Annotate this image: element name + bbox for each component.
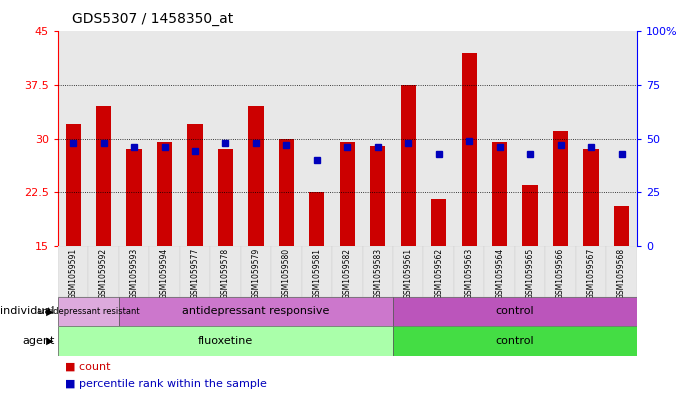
Bar — [127, 149, 142, 246]
Bar — [271, 246, 302, 297]
Text: ▶: ▶ — [43, 307, 54, 316]
Bar — [149, 246, 180, 297]
Bar — [393, 31, 424, 246]
Text: control: control — [496, 336, 534, 346]
Bar — [271, 31, 302, 246]
Bar — [484, 31, 515, 246]
Text: GSM1059567: GSM1059567 — [586, 248, 596, 299]
Bar — [149, 31, 180, 246]
Bar — [309, 192, 324, 246]
Bar — [576, 31, 606, 246]
Bar — [576, 246, 606, 297]
Bar — [58, 31, 89, 246]
Bar — [454, 31, 484, 246]
Text: ▶: ▶ — [43, 336, 54, 346]
Text: GSM1059565: GSM1059565 — [526, 248, 535, 299]
Bar — [515, 31, 545, 246]
Bar — [431, 199, 446, 246]
Text: GSM1059563: GSM1059563 — [464, 248, 474, 299]
Bar — [462, 53, 477, 246]
Text: agent: agent — [22, 336, 54, 346]
Text: GSM1059591: GSM1059591 — [69, 248, 78, 299]
Bar — [240, 31, 271, 246]
Text: GSM1059578: GSM1059578 — [221, 248, 230, 299]
Bar — [454, 246, 484, 297]
Bar — [515, 246, 545, 297]
Bar — [492, 142, 507, 246]
Bar — [606, 246, 637, 297]
Bar — [210, 246, 240, 297]
Bar — [393, 326, 637, 356]
Bar — [553, 131, 568, 246]
Bar — [96, 107, 111, 246]
Bar — [89, 31, 118, 246]
Text: ■ percentile rank within the sample: ■ percentile rank within the sample — [65, 379, 266, 389]
Bar — [118, 297, 393, 326]
Bar — [58, 297, 118, 326]
Bar — [545, 246, 576, 297]
Bar — [393, 246, 424, 297]
Bar — [424, 246, 454, 297]
Bar — [240, 246, 271, 297]
Bar — [89, 246, 118, 297]
Bar — [332, 31, 362, 246]
Bar — [362, 31, 393, 246]
Text: individual: individual — [0, 307, 54, 316]
Text: GSM1059592: GSM1059592 — [99, 248, 108, 299]
Bar — [118, 246, 149, 297]
Text: GSM1059583: GSM1059583 — [373, 248, 382, 299]
Text: antidepressant responsive: antidepressant responsive — [183, 307, 330, 316]
Bar — [606, 31, 637, 246]
Bar — [118, 31, 149, 246]
Text: GSM1059593: GSM1059593 — [129, 248, 138, 299]
Text: GSM1059579: GSM1059579 — [251, 248, 260, 299]
Bar — [58, 246, 89, 297]
Bar — [187, 124, 203, 246]
Text: antidepressant resistant: antidepressant resistant — [37, 307, 140, 316]
Bar — [302, 31, 332, 246]
Text: GSM1059577: GSM1059577 — [191, 248, 200, 299]
Bar — [65, 124, 81, 246]
Bar — [157, 142, 172, 246]
Text: GSM1059564: GSM1059564 — [495, 248, 504, 299]
Bar — [279, 138, 294, 246]
Text: GSM1059580: GSM1059580 — [282, 248, 291, 299]
Bar — [522, 185, 538, 246]
Bar — [400, 85, 416, 246]
Bar — [393, 297, 637, 326]
Bar — [180, 246, 210, 297]
Text: GSM1059581: GSM1059581 — [313, 248, 321, 299]
Bar — [249, 107, 264, 246]
Bar — [584, 149, 599, 246]
Bar — [218, 149, 233, 246]
Bar — [210, 31, 240, 246]
Text: GSM1059568: GSM1059568 — [617, 248, 626, 299]
Text: GSM1059562: GSM1059562 — [434, 248, 443, 299]
Bar — [614, 206, 629, 246]
Bar — [340, 142, 355, 246]
Text: control: control — [496, 307, 534, 316]
Text: GSM1059566: GSM1059566 — [556, 248, 565, 299]
Text: GSM1059561: GSM1059561 — [404, 248, 413, 299]
Bar — [424, 31, 454, 246]
Bar — [180, 31, 210, 246]
Text: GDS5307 / 1458350_at: GDS5307 / 1458350_at — [72, 12, 233, 26]
Bar — [362, 246, 393, 297]
Bar — [302, 246, 332, 297]
Text: fluoxetine: fluoxetine — [197, 336, 253, 346]
Text: ■ count: ■ count — [65, 362, 110, 372]
Bar — [545, 31, 576, 246]
Bar — [484, 246, 515, 297]
Bar — [58, 326, 393, 356]
Bar — [370, 146, 385, 246]
Bar — [332, 246, 362, 297]
Text: GSM1059582: GSM1059582 — [343, 248, 352, 299]
Text: GSM1059594: GSM1059594 — [160, 248, 169, 299]
